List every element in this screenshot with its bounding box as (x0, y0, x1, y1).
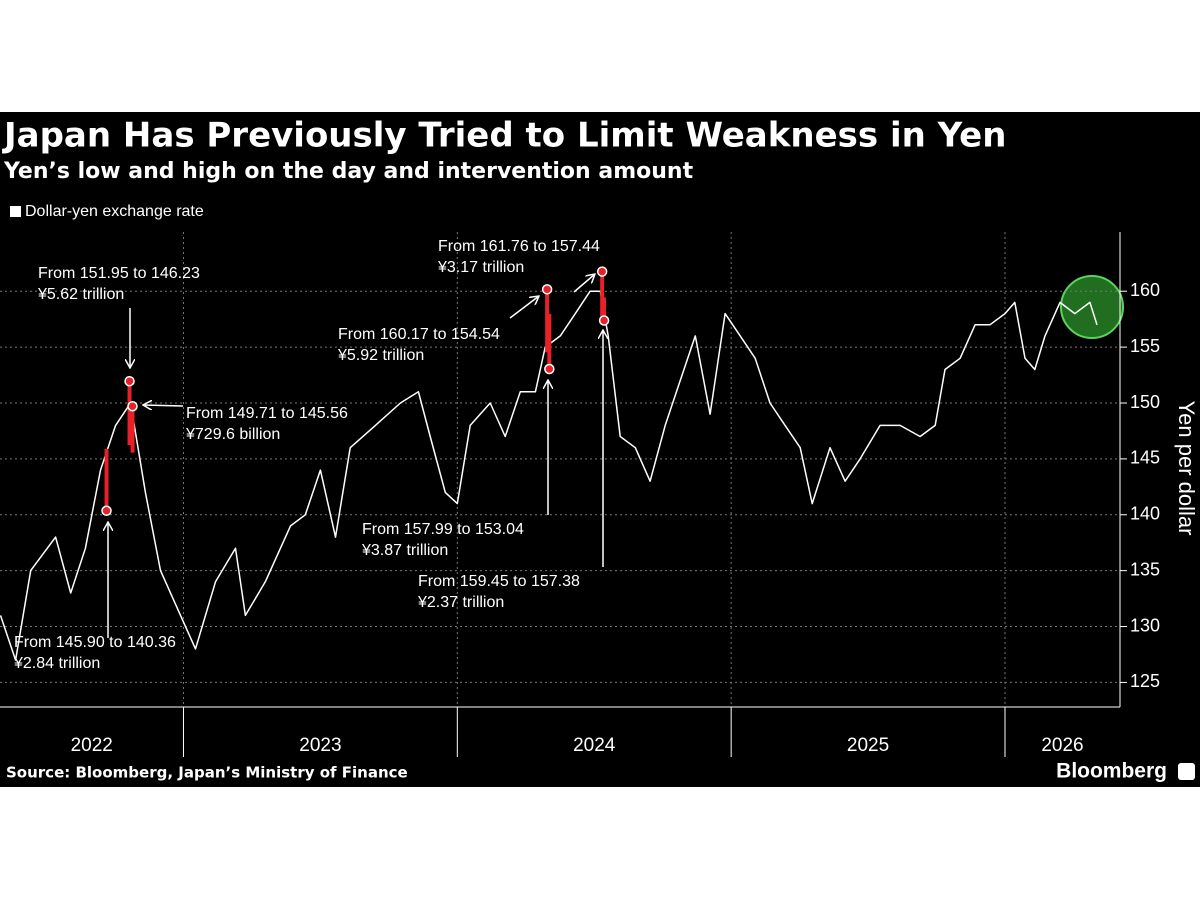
annotation: ¥729.6 billion (185, 426, 280, 443)
intervention-point (596, 266, 608, 277)
intervention-point (127, 400, 138, 412)
annotation: From 157.99 to 153.04 (362, 521, 524, 538)
annotation: From 145.90 to 140.36 (14, 634, 176, 651)
plot: 125 130 135 140 145 150 155 160 2022 2023 2024 2025… (0, 232, 1160, 757)
chart-title: Japan Has Previously Tried to Limit Weak… (2, 116, 1006, 156)
annotation: From 159.45 to 157.38 (418, 573, 580, 590)
intervention-point (124, 375, 135, 387)
arrow (573, 274, 595, 293)
annotation: From 149.71 to 145.56 (186, 405, 348, 422)
series-line (0, 290, 1098, 661)
arrow (143, 405, 184, 406)
annotation: From 151.95 to 146.23 (38, 265, 200, 282)
y-tick-label: 155 (1130, 336, 1160, 356)
arrow (509, 296, 539, 319)
annotation: ¥5.62 trillion (37, 286, 124, 303)
intervention-point (101, 505, 112, 516)
intervention-point (598, 315, 610, 326)
annotation: ¥3.87 trillion (361, 542, 448, 559)
background (0, 112, 1200, 787)
y-tick-label: 140 (1130, 504, 1160, 524)
x-tick-label: 2024 (573, 735, 616, 756)
x-tick-label: 2022 (71, 735, 113, 756)
y-tick-label: 130 (1130, 615, 1160, 635)
brand: Bloomberg (1056, 760, 1167, 783)
y-tick-label: 135 (1130, 559, 1160, 579)
y-axis-label: Yen per dollar (1174, 401, 1199, 536)
intervention-point (541, 284, 553, 295)
annotation: From 161.76 to 157.44 (438, 238, 600, 255)
chart-subtitle: Yen’s low and high on the day and interv… (3, 159, 694, 184)
x-tick-label: 2026 (1041, 735, 1083, 756)
y-tick-label: 145 (1130, 448, 1160, 468)
y-tick-label: 160 (1130, 280, 1160, 300)
annotation: ¥2.37 trillion (417, 594, 504, 611)
legend-swatch (10, 206, 21, 217)
annotation: ¥2.84 trillion (13, 655, 100, 672)
annotation: ¥5.92 trillion (337, 347, 424, 364)
intervention-point (544, 363, 555, 375)
legend-label: Dollar-yen exchange rate (25, 203, 204, 220)
brand-icon (1178, 763, 1195, 780)
annotation: From 160.17 to 154.54 (338, 326, 500, 343)
source: Source: Bloomberg, Japan’s Ministry of F… (6, 764, 408, 782)
x-tick-label: 2023 (299, 735, 341, 756)
x-tick-label: 2025 (847, 735, 889, 756)
y-tick-label: 150 (1130, 392, 1160, 412)
annotation: ¥3.17 trillion (437, 259, 524, 276)
y-tick-label: 125 (1130, 671, 1160, 691)
